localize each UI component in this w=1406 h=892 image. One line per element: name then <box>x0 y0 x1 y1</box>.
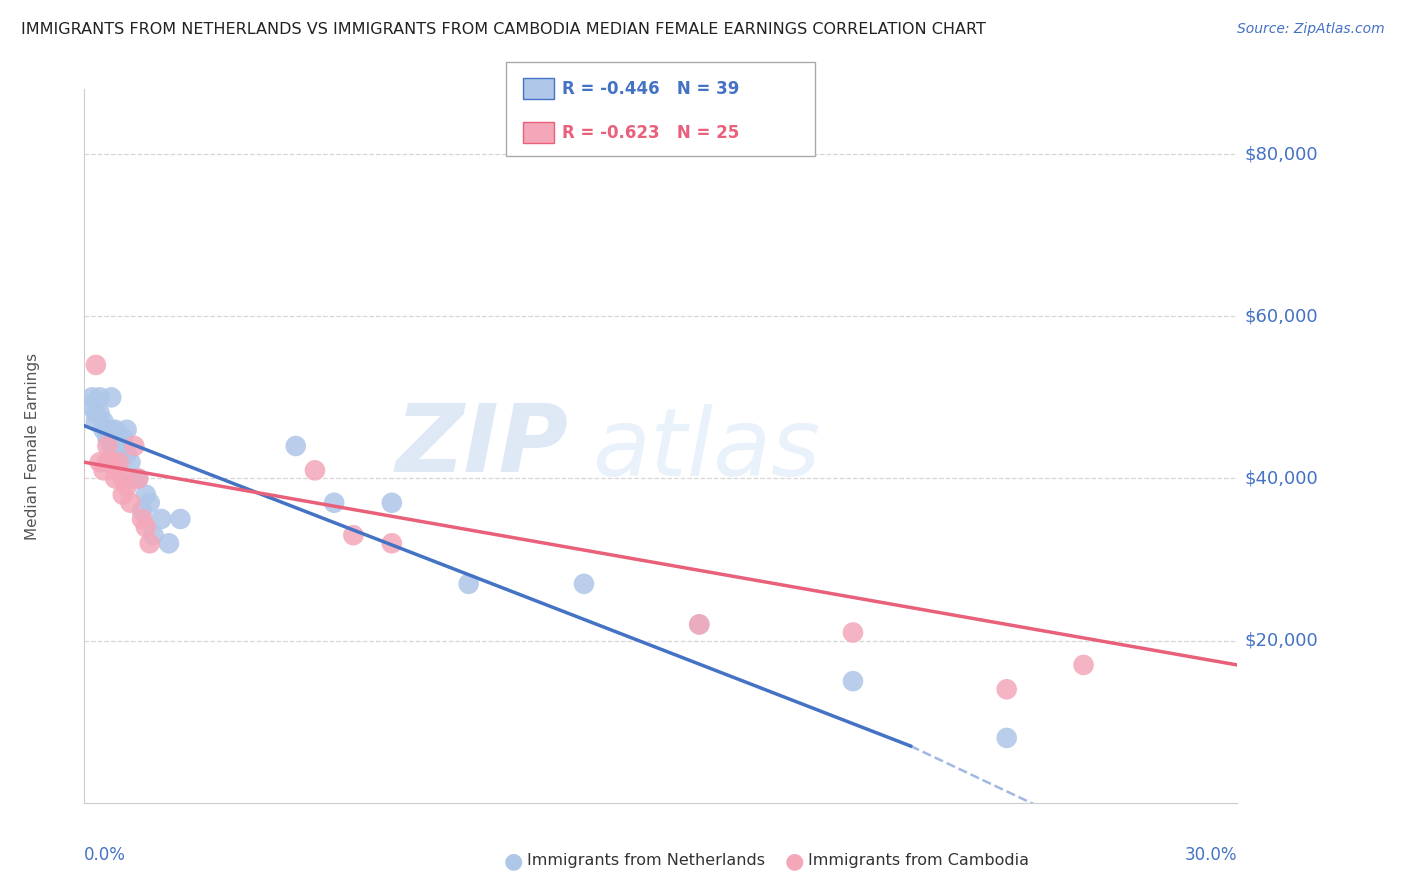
Point <box>284 439 307 453</box>
Text: R = -0.623   N = 25: R = -0.623 N = 25 <box>562 124 740 142</box>
Point <box>96 423 118 437</box>
Point <box>104 463 127 477</box>
Point <box>80 390 103 404</box>
Point <box>120 496 142 510</box>
Point <box>124 439 146 453</box>
Point <box>124 471 146 485</box>
Text: IMMIGRANTS FROM NETHERLANDS VS IMMIGRANTS FROM CAMBODIA MEDIAN FEMALE EARNINGS C: IMMIGRANTS FROM NETHERLANDS VS IMMIGRANT… <box>21 22 986 37</box>
Point <box>381 496 404 510</box>
Point <box>150 512 173 526</box>
Point <box>84 407 107 421</box>
Text: Source: ZipAtlas.com: Source: ZipAtlas.com <box>1237 22 1385 37</box>
Point <box>96 431 118 445</box>
Text: Immigrants from Netherlands: Immigrants from Netherlands <box>527 854 765 868</box>
Point <box>131 504 153 518</box>
Point <box>108 455 131 469</box>
Point <box>93 415 115 429</box>
Point <box>93 463 115 477</box>
Point <box>572 577 595 591</box>
Point <box>169 512 191 526</box>
Text: ●: ● <box>503 851 523 871</box>
Point <box>381 536 404 550</box>
Point <box>688 617 710 632</box>
Point <box>89 455 111 469</box>
Point <box>84 358 107 372</box>
Point <box>108 439 131 453</box>
Point <box>120 455 142 469</box>
Point <box>84 415 107 429</box>
Point <box>304 463 326 477</box>
Point <box>89 390 111 404</box>
Text: Median Female Earnings: Median Female Earnings <box>25 352 39 540</box>
Point <box>995 682 1018 697</box>
Point <box>111 447 134 461</box>
Text: $60,000: $60,000 <box>1244 307 1317 326</box>
Point <box>842 674 865 689</box>
Text: atlas: atlas <box>592 404 820 495</box>
Point <box>96 439 118 453</box>
Point <box>111 488 134 502</box>
Text: R = -0.446   N = 39: R = -0.446 N = 39 <box>562 79 740 97</box>
Text: 0.0%: 0.0% <box>84 846 127 863</box>
Point <box>842 625 865 640</box>
Point <box>96 455 118 469</box>
Point <box>115 423 138 437</box>
Point <box>100 390 122 404</box>
Text: ●: ● <box>785 851 804 871</box>
Text: $40,000: $40,000 <box>1244 469 1317 487</box>
Point <box>1073 657 1095 672</box>
Point <box>688 617 710 632</box>
Point <box>457 577 479 591</box>
Point <box>115 447 138 461</box>
Point <box>100 455 122 469</box>
Point <box>93 423 115 437</box>
Point <box>342 528 364 542</box>
Point <box>323 496 346 510</box>
Text: 30.0%: 30.0% <box>1185 846 1237 863</box>
Point <box>100 423 122 437</box>
Point <box>135 520 157 534</box>
Point <box>142 528 165 542</box>
Point <box>89 407 111 421</box>
Point <box>157 536 180 550</box>
Point <box>111 471 134 485</box>
Point <box>77 399 100 413</box>
Text: $20,000: $20,000 <box>1244 632 1317 649</box>
Point <box>138 496 160 510</box>
Point <box>127 471 149 485</box>
Point <box>104 423 127 437</box>
Text: Immigrants from Cambodia: Immigrants from Cambodia <box>808 854 1029 868</box>
Text: ZIP: ZIP <box>395 400 568 492</box>
Text: $80,000: $80,000 <box>1244 145 1317 163</box>
Point <box>135 488 157 502</box>
Point <box>115 479 138 493</box>
Point <box>108 455 131 469</box>
Point <box>104 439 127 453</box>
Point <box>127 471 149 485</box>
Point <box>995 731 1018 745</box>
Point <box>104 471 127 485</box>
Point <box>138 536 160 550</box>
Point <box>131 512 153 526</box>
Point <box>111 431 134 445</box>
Point <box>100 439 122 453</box>
